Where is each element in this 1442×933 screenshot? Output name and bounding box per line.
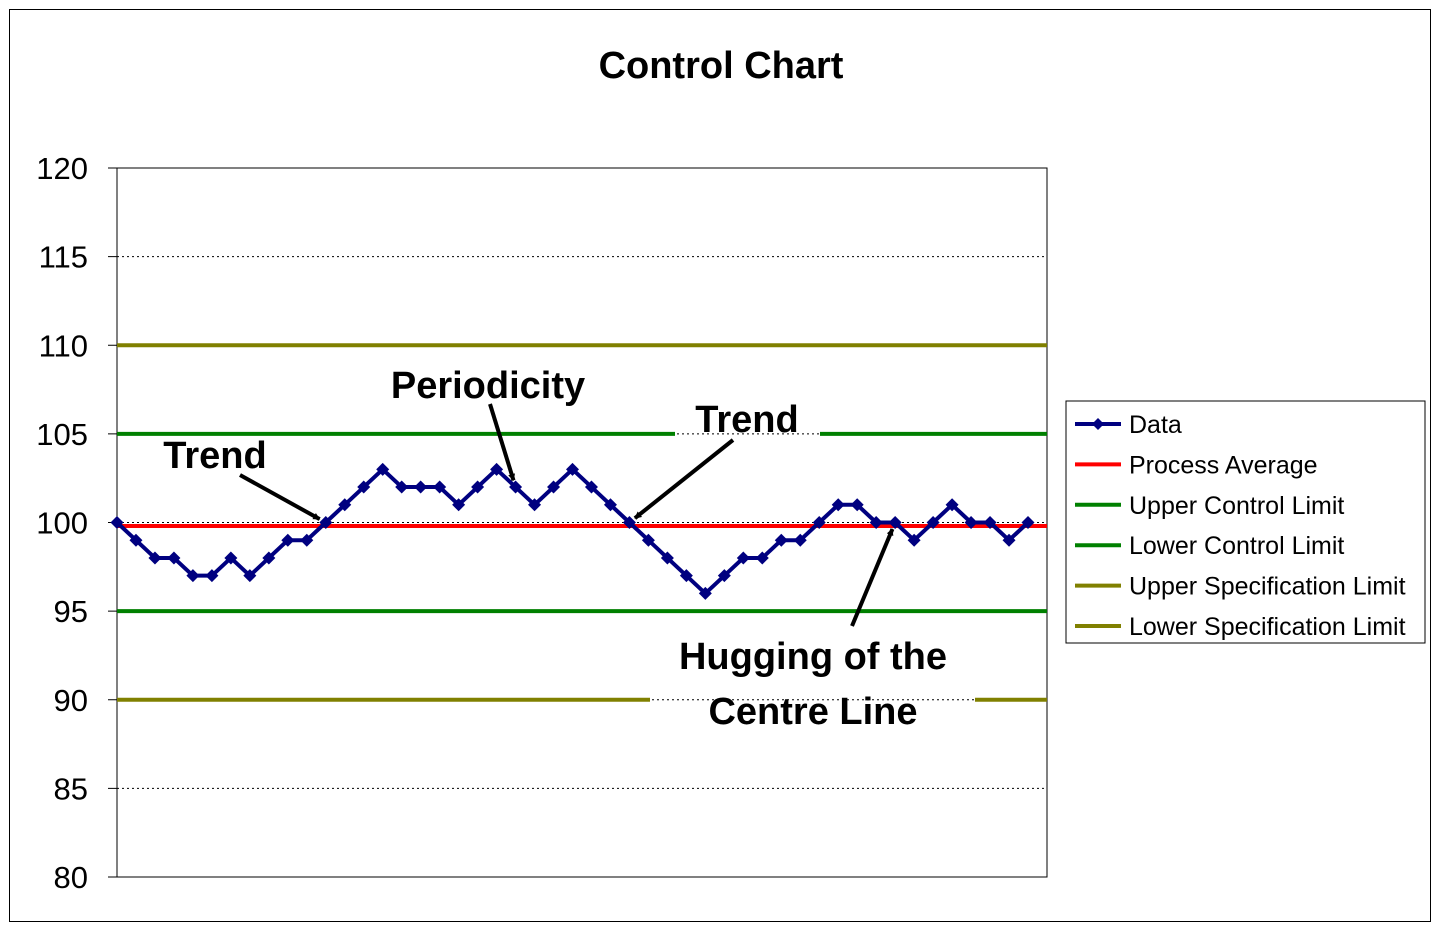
data-point [357,480,371,494]
data-point [509,480,523,494]
y-tick-label: 80 [54,860,88,895]
data-point [167,551,181,565]
data-point [224,551,238,565]
data-point [528,498,542,512]
data-point [812,516,826,529]
data-point [205,569,219,583]
data-point [907,533,921,547]
data-point [603,498,617,512]
data-point [319,516,333,529]
data-point [793,533,807,547]
legend-label: Lower Control Limit [1129,532,1344,560]
annotation-label: Centre Line [708,691,917,733]
data-point [774,533,788,547]
data-point [281,533,295,547]
data-point [471,480,485,494]
annotation-arrow [239,473,321,521]
data-point [641,533,655,547]
y-tick-label: 110 [39,328,88,363]
data-point [698,586,712,600]
data-series [110,462,1035,600]
limit-lines [117,343,1047,702]
y-tick-label: 95 [54,594,88,629]
legend-label: Upper Specification Limit [1129,573,1406,601]
data-point [736,551,750,565]
data-point [414,480,428,494]
data-point [1002,533,1016,547]
data-point [243,569,257,583]
legend: Data Process Average Upper Control Limit Lo… [1065,400,1426,644]
legend-label: Data [1129,411,1182,439]
data-point [888,516,902,529]
data-point [983,516,997,529]
legend-label: Upper Control Limit [1129,492,1344,520]
annotation-arrow [633,438,735,520]
data-point [945,498,959,512]
y-tick-label: 105 [36,417,88,452]
legend-marker [1092,418,1104,430]
y-tick-label: 115 [39,240,88,275]
annotation-label: Hugging of the [679,636,947,678]
y-tick-label: 120 [36,151,88,186]
data-point [584,480,598,494]
data-point [395,480,409,494]
data-point [566,462,579,476]
data-point [831,498,845,512]
annotation-arrow [488,403,516,482]
data-point [338,498,352,512]
annotation-label: Trend [695,399,798,441]
data-point [717,569,731,583]
y-tick-label: 85 [54,771,88,806]
data-point [926,516,940,529]
data-point [660,551,674,565]
data-point [376,462,390,476]
data-point [129,533,143,547]
legend-label: Process Average [1129,451,1318,479]
data-point [110,516,124,529]
data-point [1021,516,1035,529]
data-point [186,569,200,583]
data-point [850,498,864,512]
data-point [547,480,561,494]
data-point [679,569,693,583]
annotations: Trend Periodicity Trend Hugging of the Centr… [163,365,947,733]
data-point [755,551,769,565]
data-point [490,462,504,476]
annotation-label: Periodicity [391,365,585,407]
annotation-arrow [850,528,895,627]
y-tick-label: 100 [36,506,88,541]
legend-label: Lower Specification Limit [1129,613,1406,641]
data-point [262,551,276,565]
legend-box [1065,400,1426,644]
data-point [964,516,978,529]
data-point [148,551,162,565]
y-axis-ticks: 80 85 90 95 100 105 110 115 120 [36,151,117,895]
data-point [622,516,636,529]
data-point [452,498,466,512]
y-tick-label: 90 [54,683,88,718]
chart-title: Control Chart [599,45,844,87]
data-point [433,480,447,494]
annotation-label: Trend [163,435,266,477]
data-point [869,516,883,529]
data-point [300,533,314,547]
